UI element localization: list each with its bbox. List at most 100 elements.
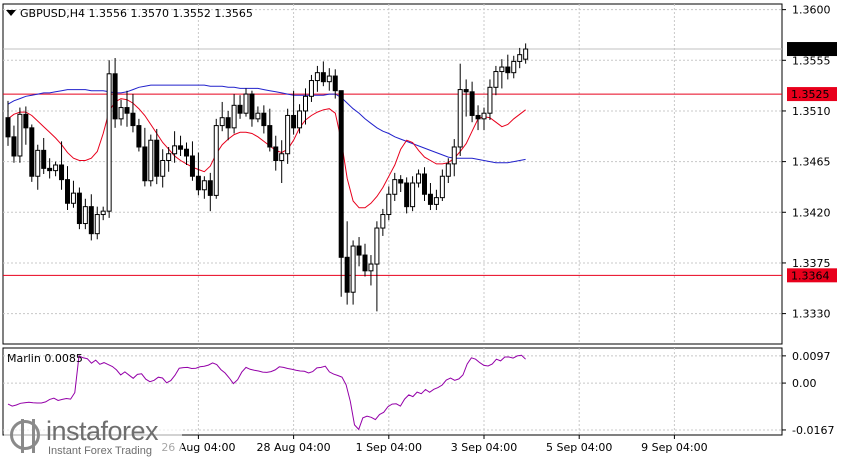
candle-body — [255, 112, 261, 120]
candle-body — [130, 112, 136, 127]
candle-body — [350, 245, 356, 293]
candle-body — [17, 113, 23, 157]
candle-body — [267, 125, 273, 148]
candle-body — [189, 155, 195, 177]
candle-body — [148, 139, 154, 182]
indicator-tick-label: 0.00 — [792, 377, 817, 390]
moving-average-line — [7, 84, 526, 164]
candle-body — [320, 72, 326, 83]
candle-body — [463, 89, 469, 93]
moving-average-line — [7, 98, 526, 209]
candle-body — [237, 104, 243, 114]
price-axis: 1.36001.35551.35101.34651.34201.33751.33… — [782, 4, 831, 321]
candle-body — [47, 167, 53, 172]
symbol-dropdown-icon[interactable] — [6, 10, 16, 16]
main-panel-border — [2, 3, 783, 345]
candle-body — [475, 114, 481, 120]
candle-body — [53, 164, 59, 172]
candle-body — [368, 263, 374, 272]
candle-body — [5, 117, 11, 138]
x-tick-label: 1 Sep 04:00 — [356, 441, 422, 454]
candle-body — [422, 173, 427, 195]
candle-body — [65, 179, 70, 204]
candle-body — [511, 60, 517, 74]
candlesticks — [5, 43, 529, 312]
candle-body — [279, 153, 285, 161]
x-tick-label: 28 Aug 04:00 — [257, 441, 331, 454]
candle-body — [410, 182, 416, 208]
candle-body — [493, 71, 499, 88]
candle-body — [142, 146, 148, 182]
time-axis: 26 Aug 04:00 28 Aug 04:00 1 Sep 04:00 3 Sep… — [161, 435, 708, 454]
candle-body — [112, 73, 118, 120]
candle-body — [374, 227, 380, 265]
candle-body — [451, 146, 457, 165]
y-tick-label: 1.3465 — [792, 156, 831, 169]
candle-body — [344, 256, 350, 293]
candle-body — [94, 214, 100, 235]
candle-body — [481, 112, 487, 120]
level-tag — [787, 268, 837, 283]
candle-body — [249, 93, 255, 120]
candle-body — [469, 91, 475, 116]
candle-body — [308, 80, 314, 97]
x-tick-label: 3 Sep 04:00 — [451, 441, 517, 454]
candle-body — [195, 175, 201, 191]
candle-body — [59, 164, 65, 181]
marlin-series — [7, 354, 526, 431]
moving-averages — [7, 84, 526, 209]
level-tag-label: 1.3525 — [791, 88, 830, 101]
candle-body — [398, 179, 404, 184]
candle-body — [261, 112, 267, 127]
candle-body — [273, 146, 279, 161]
candle-body — [445, 163, 451, 177]
instaforex-logo-icon — [10, 419, 40, 453]
candle-body — [160, 159, 166, 177]
candle-body — [231, 104, 237, 129]
candle-body — [166, 153, 172, 161]
candle-body — [172, 145, 178, 155]
candle-body — [386, 193, 392, 216]
candle-body — [35, 149, 41, 177]
candle-body — [285, 114, 291, 155]
candle-body — [178, 145, 184, 150]
candle-body — [303, 95, 308, 112]
candle-body — [243, 93, 249, 114]
y-tick-label: 1.3555 — [792, 54, 831, 67]
candle-body — [70, 192, 76, 204]
candle-body — [106, 73, 112, 212]
watermark-tagline: Instant Forex Trading — [48, 445, 152, 457]
candle-body — [487, 86, 493, 114]
candle-body — [219, 117, 225, 127]
price-tags: 1.3525 1.3364 1.3565 — [787, 42, 837, 283]
watermark-brand: instaforex — [46, 416, 159, 446]
candle-body — [362, 254, 368, 272]
indicator-tick-label: -0.0167 — [792, 424, 834, 437]
candle-body — [392, 179, 398, 195]
candle-body — [225, 117, 231, 129]
candle-body — [314, 72, 320, 82]
candle-body — [326, 75, 332, 83]
candle-body — [213, 125, 219, 196]
y-tick-label: 1.3420 — [792, 206, 831, 219]
candle-body — [416, 173, 422, 184]
candle-body — [41, 149, 47, 169]
current-price-tag — [787, 42, 837, 57]
y-tick-label: 1.3600 — [792, 4, 831, 17]
candle-body — [124, 107, 130, 114]
level-tag — [787, 87, 837, 102]
candle-body — [457, 89, 463, 148]
x-tick-label: 9 Sep 04:00 — [641, 441, 707, 454]
level-tag-label: 1.3364 — [791, 269, 830, 282]
candle-body — [332, 75, 338, 92]
main-grid — [3, 4, 782, 344]
indicator-tick-label: 0.0097 — [792, 350, 831, 363]
current-price-label: 1.3565 — [791, 43, 830, 56]
indicator-panel-border — [2, 347, 783, 436]
candle-body — [356, 245, 362, 256]
candle-body — [499, 66, 505, 73]
candle-body — [88, 206, 94, 235]
candle-body — [207, 180, 213, 196]
candle-body — [427, 193, 433, 205]
